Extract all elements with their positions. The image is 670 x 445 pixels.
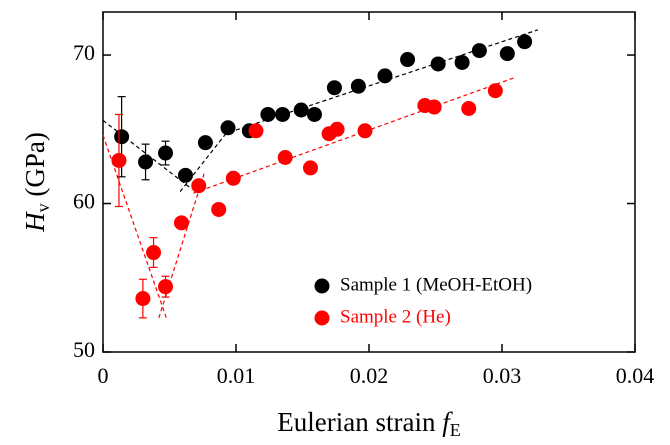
point	[277, 150, 293, 166]
point	[158, 279, 174, 295]
point	[377, 68, 393, 84]
x-tick-label: 0.04	[616, 363, 655, 388]
point	[326, 80, 342, 96]
y-tick-label: 70	[73, 40, 95, 65]
point	[517, 34, 533, 50]
x-tick-label: 0.01	[217, 363, 256, 388]
point	[329, 121, 345, 137]
legend-label: Sample 2 (He)	[340, 306, 451, 327]
point	[357, 123, 373, 139]
point	[293, 102, 309, 118]
fit-line	[102, 135, 168, 320]
point	[350, 78, 366, 94]
x-axis-label-subscript: E	[450, 420, 461, 440]
x-axis-label-text: Eulerian strain	[277, 407, 442, 437]
point	[487, 83, 503, 99]
point	[499, 46, 515, 62]
point	[426, 99, 442, 115]
y-axis-label-unit: (GPa)	[20, 132, 50, 203]
y-axis-label-symbol: H	[20, 211, 50, 233]
point	[306, 106, 322, 122]
point	[146, 245, 162, 261]
x-tick-label: 0.02	[350, 363, 389, 388]
point	[430, 56, 446, 72]
fit-line	[179, 128, 230, 193]
fit-line	[193, 76, 516, 194]
point	[211, 201, 227, 217]
point	[461, 101, 477, 117]
point	[158, 145, 174, 161]
legend-marker	[314, 310, 330, 326]
point	[197, 135, 213, 151]
point	[400, 52, 416, 68]
fit-line	[102, 119, 190, 188]
point	[260, 106, 276, 122]
y-axis-label-subscript: v	[33, 203, 53, 212]
y-tick-label: 50	[73, 337, 95, 362]
point	[454, 54, 470, 70]
point	[173, 215, 189, 231]
point	[191, 178, 207, 194]
point	[225, 170, 241, 186]
legend-label: Sample 1 (MeOH-EtOH)	[340, 274, 532, 295]
point	[135, 291, 151, 307]
point	[302, 160, 318, 176]
y-tick-label: 60	[73, 189, 95, 214]
point	[138, 154, 154, 170]
legend-marker	[314, 278, 330, 294]
point	[114, 129, 130, 145]
x-axis-label: Eulerian strain fE	[277, 407, 460, 440]
x-tick-label: 0.03	[483, 363, 522, 388]
point	[248, 123, 264, 139]
point	[177, 167, 193, 183]
point	[471, 43, 487, 59]
x-tick-label: 0	[98, 363, 109, 388]
y-axis-label: Hv (GPa)	[20, 132, 53, 233]
point	[275, 106, 291, 122]
point	[220, 120, 236, 136]
x-axis-label-symbol: f	[442, 407, 453, 437]
point	[111, 152, 127, 168]
